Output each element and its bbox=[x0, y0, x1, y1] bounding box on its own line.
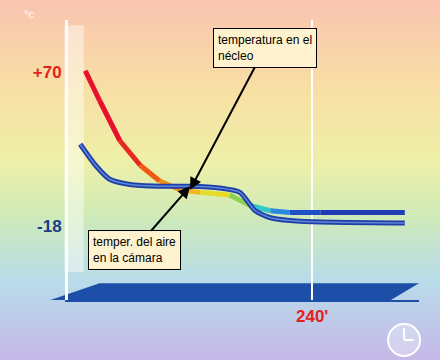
svg-text:°c: °c bbox=[24, 8, 34, 20]
svg-text:240': 240' bbox=[296, 307, 328, 326]
svg-text:temperatura en elnécleo: temperatura en elnécleo bbox=[218, 33, 312, 63]
svg-text:temper. del aireen la cámara: temper. del aireen la cámara bbox=[93, 235, 176, 265]
svg-text:+70: +70 bbox=[33, 63, 62, 82]
svg-text:-18: -18 bbox=[37, 217, 62, 236]
